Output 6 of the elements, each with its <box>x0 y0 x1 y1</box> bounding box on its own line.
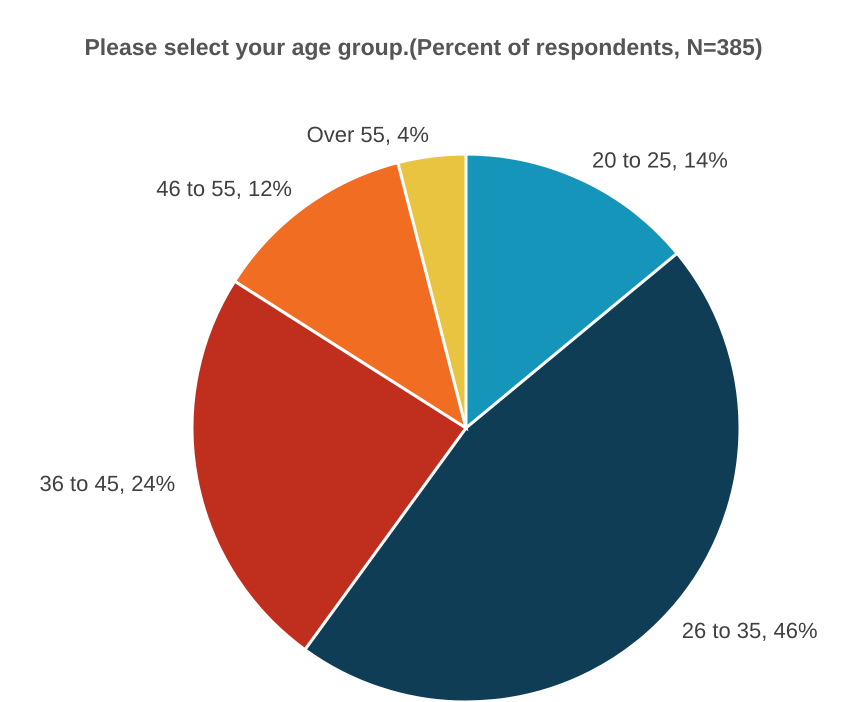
slice-label: 46 to 55, 12% <box>156 176 292 202</box>
slice-label: Over 55, 4% <box>306 122 429 147</box>
slice-label: 36 to 45, 24% <box>39 470 176 496</box>
slice-label: 26 to 35, 46% <box>682 618 818 644</box>
slice-label: 20 to 25, 14% <box>592 148 728 173</box>
chart-title: Please select your age group.(Percent of respondents, N=385) <box>83 33 764 62</box>
